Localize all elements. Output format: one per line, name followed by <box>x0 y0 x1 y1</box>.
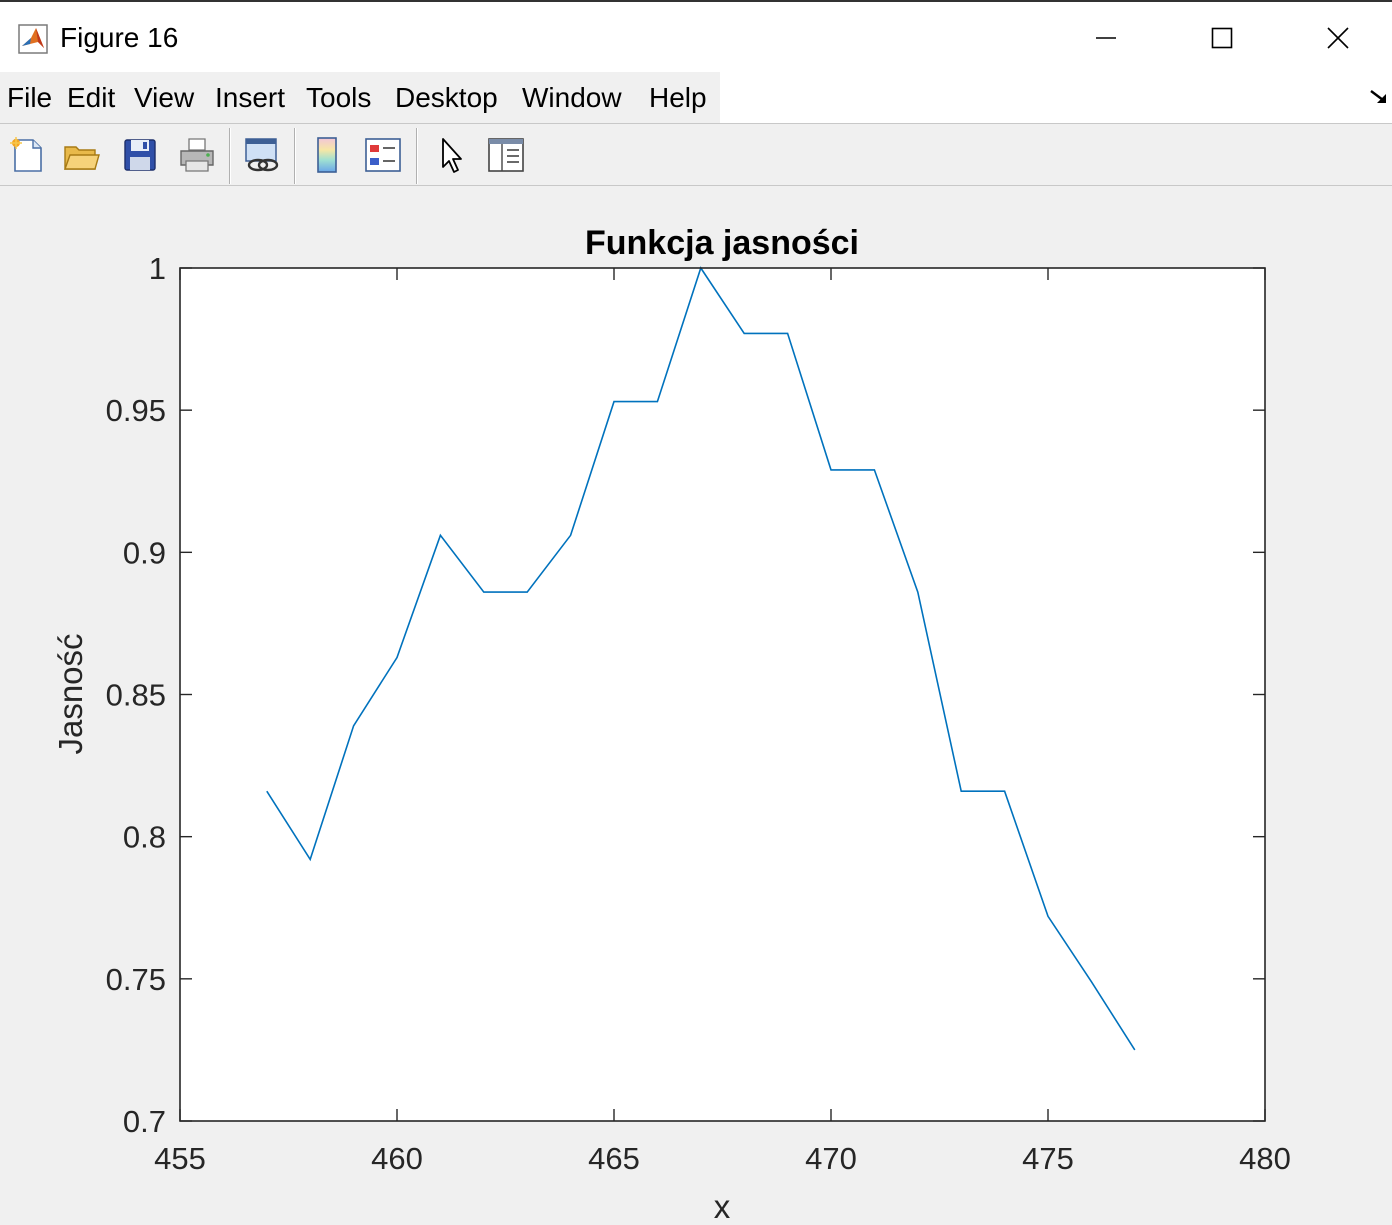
x-tick-label: 475 <box>1022 1141 1074 1176</box>
close-icon <box>1327 27 1349 49</box>
menu-bar: File Edit View Insert Tools Desktop Wind… <box>0 72 1392 124</box>
link-plot-button[interactable] <box>239 132 285 178</box>
figure-canvas[interactable]: Funkcja jasności 455 460 465 470 475 480 0.70… <box>0 186 1392 1225</box>
y-tick-label: 0.95 <box>106 393 166 428</box>
menu-help[interactable]: Help <box>649 82 707 113</box>
minimize-button[interactable] <box>1048 2 1164 74</box>
y-tick-label: 1 <box>149 251 166 286</box>
menu-window[interactable]: Window <box>522 82 622 113</box>
x-tick-label: 455 <box>154 1141 206 1176</box>
y-tick-label: 0.7 <box>123 1104 166 1139</box>
plot-title: Funkcja jasności <box>585 224 859 262</box>
window-title: Figure 16 <box>60 22 179 53</box>
menu-tools[interactable]: Tools <box>306 82 372 113</box>
maximize-icon <box>1211 27 1233 49</box>
property-inspector-button[interactable] <box>483 132 529 178</box>
title-bar[interactable]: Figure 16 <box>0 0 1392 72</box>
open-file-button[interactable] <box>58 132 104 178</box>
y-axis-label: Jasność <box>52 633 89 754</box>
menu-desktop[interactable]: Desktop <box>395 82 498 113</box>
y-tick-label: 0.9 <box>123 535 166 570</box>
insert-colorbar-button[interactable] <box>304 132 350 178</box>
save-icon <box>124 139 156 171</box>
insert-legend-icon <box>365 138 401 172</box>
menu-file[interactable]: File <box>7 82 53 113</box>
toolbar-separator <box>229 128 231 184</box>
save-button[interactable] <box>117 132 163 178</box>
insert-colorbar-icon <box>317 137 337 173</box>
y-tick-label: 0.75 <box>106 962 166 997</box>
edit-plot-pointer-icon <box>442 138 462 173</box>
menu-view[interactable]: View <box>134 82 195 113</box>
axes-background <box>180 268 1265 1121</box>
menu-insert[interactable]: Insert <box>215 82 286 113</box>
menu-edit[interactable]: Edit <box>67 82 116 113</box>
new-figure-button[interactable] <box>4 132 50 178</box>
x-tick-label: 460 <box>371 1141 423 1176</box>
edit-plot-button[interactable] <box>428 132 474 178</box>
new-figure-icon <box>10 137 42 172</box>
close-button[interactable] <box>1280 2 1392 74</box>
maximize-button[interactable] <box>1164 2 1280 74</box>
print-icon <box>180 138 214 172</box>
y-tick-label: 0.8 <box>123 820 166 855</box>
y-tick-label: 0.85 <box>106 678 166 713</box>
property-inspector-icon <box>488 138 524 172</box>
x-tick-label: 470 <box>805 1141 857 1176</box>
x-tick-label: 480 <box>1239 1141 1291 1176</box>
link-plot-icon <box>245 138 279 172</box>
toolbar-separator <box>294 128 296 184</box>
matlab-icon <box>18 24 48 54</box>
print-button[interactable] <box>174 132 220 178</box>
toolbar-separator <box>416 128 418 184</box>
figure-toolbar <box>0 124 1392 186</box>
y-tick-labels: 0.7 0.75 0.8 0.85 0.9 0.95 1 <box>106 251 166 1139</box>
insert-legend-button[interactable] <box>360 132 406 178</box>
open-file-icon <box>64 146 100 170</box>
x-tick-labels: 455 460 465 470 475 480 <box>154 1141 1291 1176</box>
minimize-icon <box>1096 37 1116 39</box>
menu-strip: File Edit View Insert Tools Desktop Wind… <box>0 72 720 123</box>
axes-box <box>179 267 1266 1122</box>
x-tick-label: 465 <box>588 1141 640 1176</box>
x-axis-label: x <box>714 1188 731 1225</box>
dock-arrow-icon[interactable] <box>1368 86 1390 108</box>
